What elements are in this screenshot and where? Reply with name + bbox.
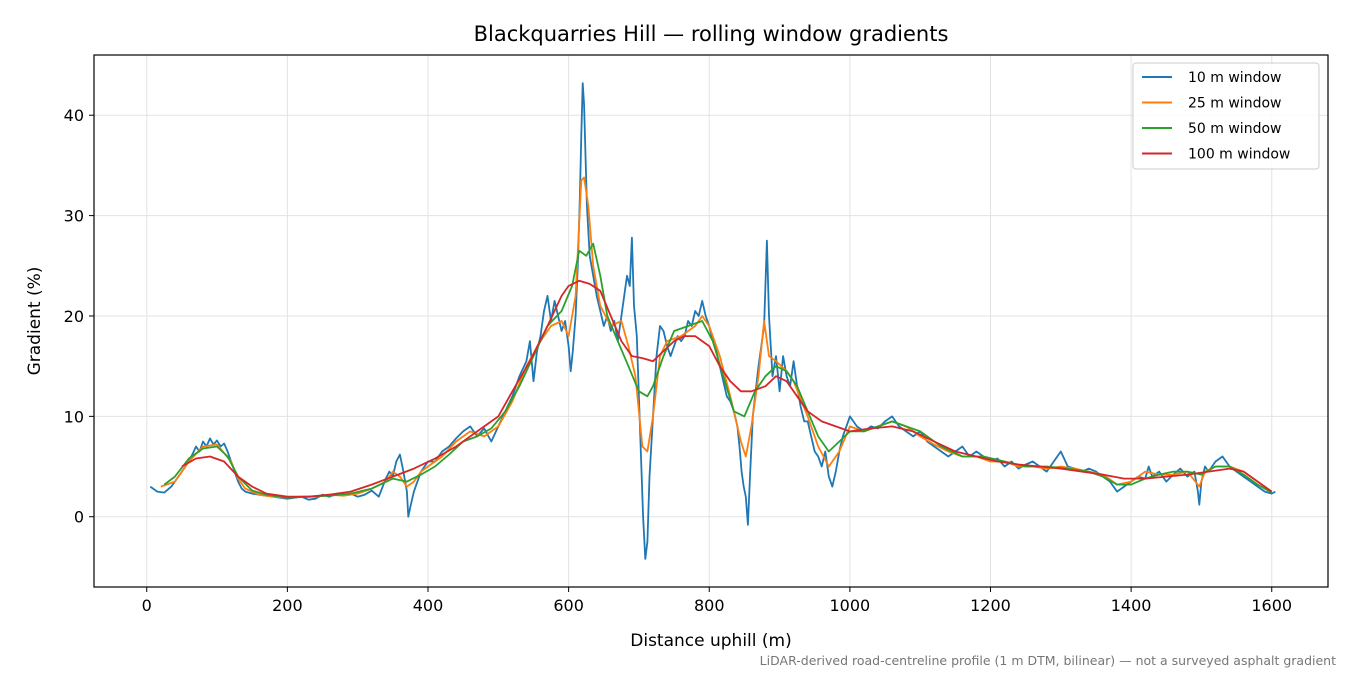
x-tick-label: 1200 xyxy=(970,596,1011,615)
y-tick-label: 30 xyxy=(64,207,84,226)
y-tick-label: 0 xyxy=(74,508,84,527)
legend-label: 50 m window xyxy=(1188,121,1281,137)
series-line-1 xyxy=(149,82,1276,560)
grid-lines xyxy=(94,55,1328,587)
series-line-3 xyxy=(163,242,1273,499)
x-tick-label: 0 xyxy=(142,596,152,615)
y-tick-label: 20 xyxy=(64,307,84,326)
legend-label: 100 m window xyxy=(1188,147,1290,163)
x-tick-label: 200 xyxy=(272,596,303,615)
chart-title: Blackquarries Hill — rolling window grad… xyxy=(474,22,949,46)
x-tick-label: 1600 xyxy=(1251,596,1292,615)
legend: 10 m window 25 m window 50 m window 100 m w… xyxy=(1132,62,1320,170)
plot-frame xyxy=(93,54,1329,588)
series-line-2 xyxy=(160,176,1273,499)
y-axis-title: Gradient (%) xyxy=(25,267,45,376)
legend-label: 10 m window xyxy=(1188,70,1281,86)
series-line-4 xyxy=(181,279,1273,498)
x-axis-ticks: 0 200 400 600 800 1000 1200 1400 1600 xyxy=(142,587,1292,615)
x-tick-label: 1000 xyxy=(830,596,871,615)
x-tick-label: 400 xyxy=(413,596,444,615)
x-tick-label: 600 xyxy=(553,596,584,615)
series-lines xyxy=(149,82,1276,560)
footnote: LiDAR-derived road-centreline profile (1… xyxy=(760,653,1336,668)
y-tick-label: 10 xyxy=(64,407,84,426)
x-tick-label: 1400 xyxy=(1111,596,1152,615)
x-axis-title: Distance uphill (m) xyxy=(630,631,791,651)
y-tick-label: 40 xyxy=(64,106,84,125)
x-tick-label: 800 xyxy=(694,596,725,615)
legend-box xyxy=(1132,62,1320,170)
y-axis-ticks: 0 10 20 30 40 xyxy=(64,106,94,527)
legend-label: 25 m window xyxy=(1188,96,1281,112)
